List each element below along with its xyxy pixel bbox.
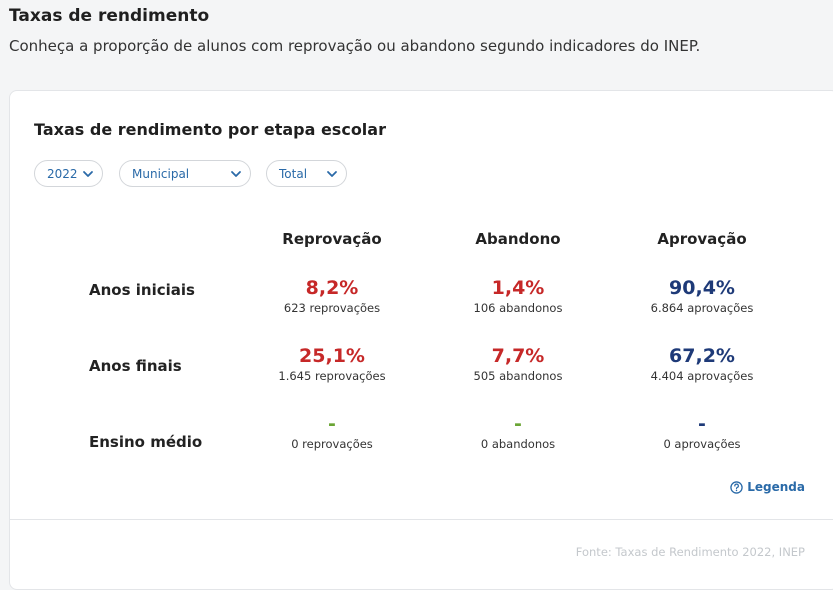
cell-ensino-medio-reprovacao: - 0 reprovações [242,413,422,451]
location-select-value: Total [279,166,308,181]
row-label-anos-finais: Anos finais [89,357,182,375]
rate-value: 67,2% [669,345,735,367]
rate-value: 1,4% [491,277,545,299]
cell-anos-finais-abandono: 7,7% 505 abandonos [428,345,608,383]
legend-label: Legenda [747,480,805,494]
rate-value: - [514,413,522,435]
count-value: 505 abandonos [473,369,563,383]
network-select[interactable]: Municipal [119,160,251,187]
count-value: 1.645 reprovações [278,369,386,383]
cell-anos-iniciais-abandono: 1,4% 106 abandonos [428,277,608,315]
card-title: Taxas de rendimento por etapa escolar [34,120,386,139]
column-header-aprovacao: Aprovação [657,230,747,248]
rate-value: - [328,413,336,435]
rate-value: 25,1% [299,345,365,367]
network-select-value: Municipal [132,166,190,181]
count-value: 4.404 aprovações [650,369,754,383]
row-label-ensino-medio: Ensino médio [89,433,203,451]
count-value: 623 reprovações [283,301,381,315]
chevron-down-icon [327,171,337,177]
location-select[interactable]: Total [266,160,347,187]
count-value: 0 aprovações [663,437,741,451]
row-label-anos-iniciais: Anos iniciais [89,281,195,299]
legend-link[interactable]: Legenda [730,480,805,494]
year-select[interactable]: 2022 [34,160,103,187]
page-subtitle: Conheça a proporção de alunos com reprov… [9,37,701,55]
cell-anos-iniciais-reprovacao: 8,2% 623 reprovações [242,277,422,315]
help-circle-icon [730,480,743,494]
count-value: 0 reprovações [291,437,373,451]
rate-value: 8,2% [305,277,359,299]
yield-rates-card: Taxas de rendimento por etapa escolar 20… [9,90,833,590]
year-select-value: 2022 [47,166,78,181]
chevron-down-icon [83,171,93,177]
count-value: 106 abandonos [473,301,563,315]
cell-ensino-medio-abandono: - 0 abandonos [428,413,608,451]
count-value: 6.864 aprovações [650,301,754,315]
source-note: Fonte: Taxas de Rendimento 2022, INEP [575,545,805,559]
page-title: Taxas de rendimento [9,6,210,26]
cell-anos-iniciais-aprovacao: 90,4% 6.864 aprovações [612,277,792,315]
column-header-reprovacao: Reprovação [282,230,382,248]
cell-anos-finais-aprovacao: 67,2% 4.404 aprovações [612,345,792,383]
rate-value: - [698,413,706,435]
count-value: 0 abandonos [480,437,556,451]
chevron-down-icon [231,171,241,177]
cell-anos-finais-reprovacao: 25,1% 1.645 reprovações [242,345,422,383]
column-header-abandono: Abandono [475,230,561,248]
rate-value: 7,7% [491,345,545,367]
rate-value: 90,4% [669,277,735,299]
cell-ensino-medio-aprovacao: - 0 aprovações [612,413,792,451]
card-divider [10,519,833,520]
